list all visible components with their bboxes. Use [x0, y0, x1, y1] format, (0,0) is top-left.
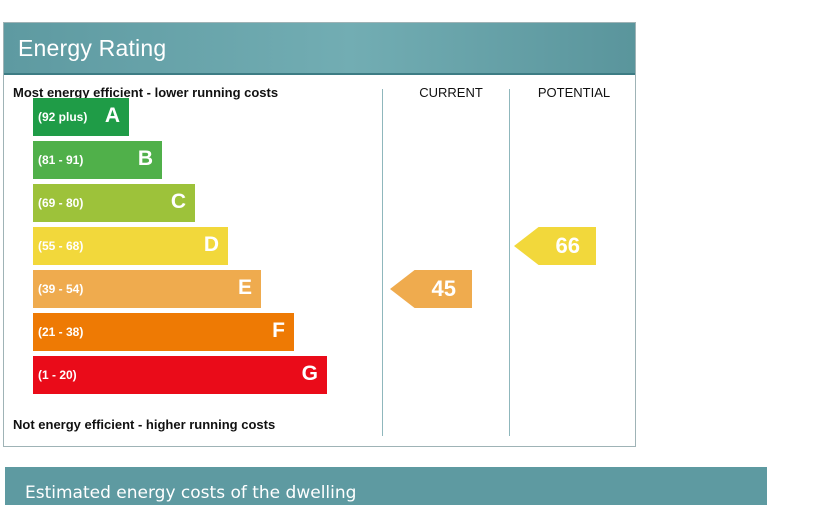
bottom-caption: Not energy efficient - higher running co…: [13, 417, 276, 432]
current-column-divider: [382, 89, 383, 436]
rating-band-g: (1 - 20) G: [33, 356, 327, 394]
rating-band-c: (69 - 80) C: [33, 184, 195, 222]
band-range-label: (92 plus): [38, 110, 88, 124]
current-column-header: CURRENT: [419, 85, 483, 100]
band-letter: E: [237, 276, 252, 299]
current-rating-arrow: 45: [390, 270, 472, 308]
band-range-label: (21 - 38): [38, 325, 84, 339]
top-caption: Most energy efficient - lower running co…: [13, 85, 279, 100]
rating-band-e: (39 - 54) E: [33, 270, 261, 308]
potential-column-divider: [509, 89, 510, 436]
band-range-label: (81 - 91): [38, 153, 84, 167]
potential-rating-arrow: 66: [514, 227, 596, 265]
potential-rating-value: 66: [555, 233, 580, 258]
energy-rating-panel: Energy Rating Most energy efficient - lo…: [3, 22, 636, 447]
band-letter: D: [203, 233, 219, 256]
potential-column-header: POTENTIAL: [537, 85, 611, 100]
band-letter: F: [272, 319, 285, 342]
current-rating-value: 45: [431, 276, 456, 301]
rating-band-f: (21 - 38) F: [33, 313, 294, 351]
energy-rating-title: Energy Rating: [18, 35, 167, 61]
energy-rating-header: Energy Rating: [4, 23, 635, 75]
band-letter: C: [170, 190, 186, 213]
energy-costs-section-header: Estimated energy costs of the dwelling: [5, 467, 767, 505]
band-range-label: (1 - 20): [38, 368, 77, 382]
rating-band-d: (55 - 68) D: [33, 227, 228, 265]
band-letter: A: [104, 104, 120, 127]
band-range-label: (55 - 68): [38, 239, 84, 253]
band-range-label: (39 - 54): [38, 282, 84, 296]
rating-band-b: (81 - 91) B: [33, 141, 162, 179]
band-letter: G: [301, 362, 318, 385]
rating-band-a: (92 plus) A: [33, 98, 129, 136]
band-letter: B: [137, 147, 153, 170]
band-range-label: (69 - 80): [38, 196, 84, 210]
energy-costs-title: Estimated energy costs of the dwelling: [25, 483, 357, 503]
